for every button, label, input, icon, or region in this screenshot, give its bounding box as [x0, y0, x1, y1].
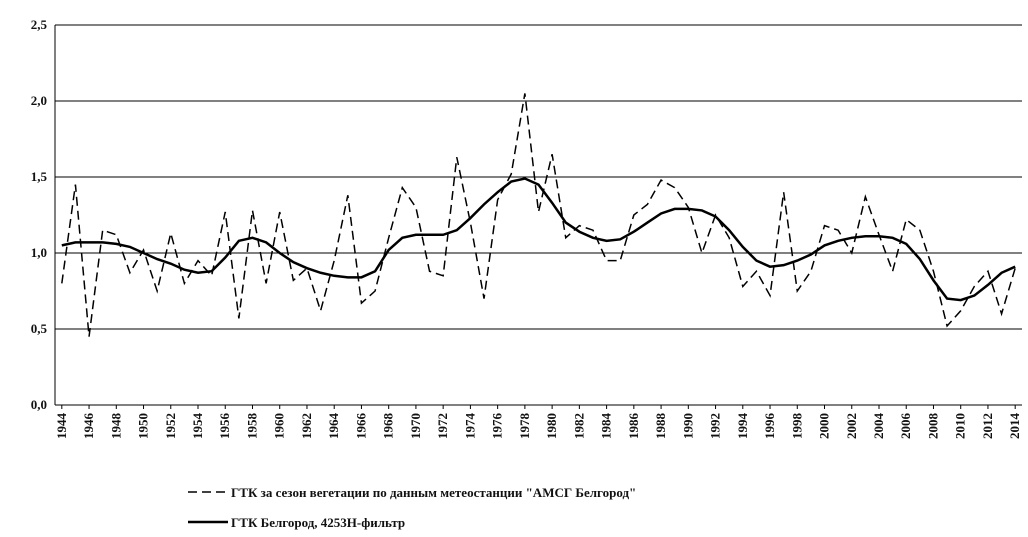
x-tick-label: 1944 [54, 413, 69, 440]
x-tick-label: 1992 [708, 413, 723, 439]
x-tick-label: 2010 [953, 413, 968, 439]
x-tick-label: 1952 [163, 413, 178, 439]
x-tick-label: 1998 [789, 413, 804, 440]
y-tick-label: 1,0 [31, 245, 47, 260]
series-line [61, 93, 1016, 337]
x-tick-label: 2000 [817, 413, 832, 439]
y-tick-label: 0,5 [31, 321, 48, 336]
x-tick-label: 2014 [1007, 413, 1022, 440]
x-tick-label: 1976 [490, 413, 505, 440]
x-tick-label: 1948 [108, 413, 123, 440]
x-tick-label: 2008 [925, 413, 940, 440]
x-tick-label: 1982 [571, 413, 586, 439]
x-tick-label: 1974 [462, 413, 477, 440]
x-tick-label: 1954 [190, 413, 205, 440]
x-tick-label: 1994 [735, 413, 750, 440]
x-tick-label: 2004 [871, 413, 886, 440]
x-tick-label: 1962 [299, 413, 314, 439]
x-tick-label: 1964 [326, 413, 341, 440]
x-tick-label: 1978 [517, 413, 532, 440]
x-tick-label: 1990 [680, 413, 695, 439]
x-tick-label: 1972 [435, 413, 450, 439]
y-tick-label: 1,5 [31, 169, 48, 184]
x-tick-label: 1958 [244, 413, 259, 440]
y-tick-label: 0,0 [31, 397, 47, 412]
series-line [61, 177, 1016, 302]
x-tick-label: 1960 [272, 413, 287, 439]
x-tick-label: 1966 [353, 413, 368, 440]
x-tick-label: 1968 [381, 413, 396, 440]
x-tick-label: 1946 [81, 413, 96, 440]
x-tick-label: 2012 [980, 413, 995, 439]
x-tick-label: 1988 [653, 413, 668, 440]
x-tick-label: 1950 [136, 413, 151, 439]
y-tick-label: 2,5 [31, 17, 48, 32]
x-tick-label: 1956 [217, 413, 232, 440]
y-tick-label: 2,0 [31, 93, 47, 108]
x-tick-label: 2006 [898, 413, 913, 440]
legend-label: ГТК за сезон вегетации по данным метеост… [231, 485, 636, 500]
legend-label: ГТК Белгород, 4253Н-фильтр [231, 515, 405, 530]
x-tick-label: 1986 [626, 413, 641, 440]
x-tick-label: 2002 [844, 413, 859, 439]
x-tick-label: 1980 [544, 413, 559, 439]
x-tick-label: 1984 [599, 413, 614, 440]
x-tick-label: 1970 [408, 413, 423, 439]
x-tick-label: 1996 [762, 413, 777, 440]
